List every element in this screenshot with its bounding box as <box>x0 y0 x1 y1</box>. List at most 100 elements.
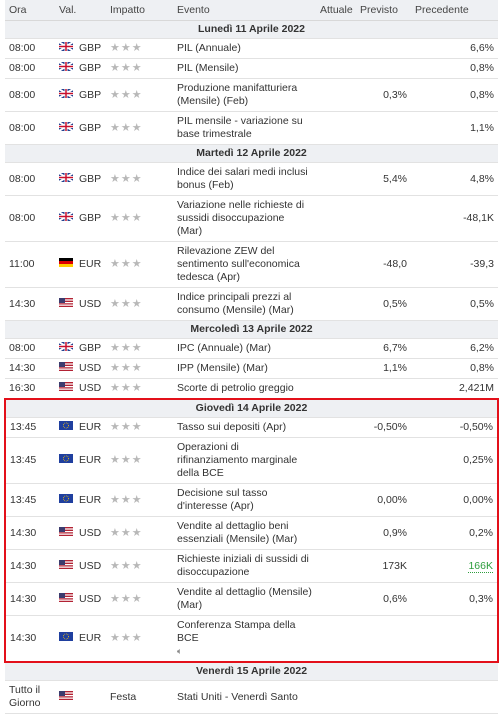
event-name: Decisione sul tasso d'interesse (Apr) <box>173 483 316 517</box>
column-header: Previsto <box>356 0 411 21</box>
event-impact: ★★★ <box>106 38 173 59</box>
event-name: Tasso sui depositi (Apr) <box>173 417 316 438</box>
event-impact: ★★★ <box>106 615 173 663</box>
event-text: Indice principali prezzi al consumo (Men… <box>177 291 294 316</box>
flag-icon <box>59 632 73 645</box>
event-currency: EUR <box>55 241 106 288</box>
currency-code: USD <box>79 382 102 394</box>
event-text: Rilevazione ZEW del sentimento sull'econ… <box>177 245 300 283</box>
calendar-table: Ora Val. Impatto Evento Attuale Previsto Prece… <box>4 0 499 714</box>
event-actual <box>316 195 356 242</box>
event-row: 14:30 USD ★★★ Indice principali prezzi al c… <box>5 287 498 321</box>
event-actual <box>316 78 356 112</box>
event-name: Produzione manifatturiera (Mensile) (Feb… <box>173 78 316 112</box>
event-previous: 0,00% <box>411 483 498 517</box>
event-impact: ★★★ <box>106 516 173 550</box>
day-title: Lunedì 11 Aprile 2022 <box>5 20 498 39</box>
event-currency: EUR <box>55 615 106 663</box>
forecast-value: 0,00% <box>377 493 407 506</box>
event-forecast: 1,1% <box>356 358 411 379</box>
event-time: 11:00 <box>5 241 55 288</box>
event-forecast <box>356 680 411 714</box>
event-row: 13:45 EUR ★★★ Operazioni di rifinanziamento… <box>5 437 498 484</box>
event-currency: EUR <box>55 417 106 438</box>
event-time: 13:45 <box>5 417 55 438</box>
day-row: Martedì 12 Aprile 2022 <box>5 144 498 163</box>
event-name: Operazioni di rifinanziamento marginale … <box>173 437 316 484</box>
event-text: IPP (Mensile) (Mar) <box>177 362 268 374</box>
day-row: Lunedì 11 Aprile 2022 <box>5 20 498 39</box>
flag-icon <box>58 341 74 355</box>
event-impact: ★★★ <box>106 338 173 359</box>
currency-code: USD <box>79 526 102 539</box>
forecast-value: 0,3% <box>383 88 407 101</box>
impact-stars: ★★★ <box>110 121 143 134</box>
event-previous: 0,5% <box>411 287 498 321</box>
event-forecast <box>356 378 411 400</box>
previous-value: 0,25% <box>463 454 493 466</box>
flag-icon <box>59 493 73 507</box>
currency-code: EUR <box>79 632 102 644</box>
event-forecast: 0,6% <box>356 582 411 616</box>
forecast-value: 173K <box>382 559 407 572</box>
currency-wrap: USD <box>59 382 101 395</box>
currency-wrap: GBP <box>58 171 101 186</box>
event-row: 08:00 GBP ★★★ Produzione manifatturiera (Me… <box>5 78 498 112</box>
event-currency: USD <box>55 582 106 616</box>
day-title: Venerdì 15 Aprile 2022 <box>5 662 498 681</box>
event-row: Tutto il Giorno Festa Stati Uniti - Venerd… <box>5 680 498 714</box>
forecast-value: 6,7% <box>383 342 407 354</box>
event-previous: 0,2% <box>411 516 498 550</box>
impact-label: Festa <box>110 690 137 703</box>
event-actual <box>316 378 356 400</box>
flag-icon <box>58 211 74 225</box>
event-row: 16:30 USD ★★★ Scorte di petrolio greggio 2,4… <box>5 378 498 400</box>
day-title: Martedì 12 Aprile 2022 <box>5 144 498 163</box>
event-name: Richieste iniziali di sussidi di disoccu… <box>173 549 316 583</box>
event-time: 14:30 <box>5 615 55 663</box>
event-name: Scorte di petrolio greggio <box>173 378 316 400</box>
currency-wrap: GBP <box>58 61 101 75</box>
currency-code: EUR <box>79 421 102 433</box>
event-time: 08:00 <box>5 111 55 145</box>
event-text: Decisione sul tasso d'interesse (Apr) <box>177 487 268 512</box>
event-row: 08:00 GBP ★★★ Variazione nelle richieste di… <box>5 195 498 242</box>
previous-value: 0,2% <box>469 526 493 539</box>
event-forecast: 0,5% <box>356 287 411 321</box>
event-time: 14:30 <box>5 287 55 321</box>
day-row: Venerdì 15 Aprile 2022 <box>5 662 498 681</box>
flag-icon <box>59 297 73 311</box>
day-title: Mercoledì 13 Aprile 2022 <box>5 320 498 339</box>
event-impact: ★★★ <box>106 58 173 79</box>
event-row: 14:30 USD ★★★ Vendite al dettaglio (Mensile… <box>5 582 498 616</box>
flag <box>59 559 73 569</box>
event-name: Rilevazione ZEW del sentimento sull'econ… <box>173 241 316 288</box>
event-currency <box>55 680 106 714</box>
event-previous: -0,50% <box>411 417 498 438</box>
event-name: PIL (Mensile) <box>173 58 316 79</box>
event-time: 08:00 <box>5 338 55 359</box>
previous-value: 166K <box>468 559 493 573</box>
event-actual <box>316 437 356 484</box>
previous-value: 0,8% <box>470 88 494 101</box>
event-actual <box>316 582 356 616</box>
event-name: Indice dei salari medi inclusi bonus (Fe… <box>173 162 316 196</box>
event-previous: 1,1% <box>411 111 498 145</box>
previous-value: 1,1% <box>470 121 494 134</box>
flag <box>58 211 74 222</box>
flag <box>59 454 73 463</box>
impact-stars: ★★★ <box>110 454 143 466</box>
audio-icon: 🔈︎ <box>177 646 183 656</box>
event-row: 08:00 GBP ★★★ PIL mensile - variazione su b… <box>5 111 498 145</box>
event-previous: -48,1K <box>411 195 498 242</box>
event-impact: ★★★ <box>106 78 173 112</box>
event-forecast <box>356 195 411 242</box>
event-currency: USD <box>55 358 106 379</box>
column-header: Val. <box>55 0 106 21</box>
event-name: Stati Uniti - Venerdì Santo <box>173 680 316 714</box>
event-row: 08:00 GBP ★★★ IPC (Annuale) (Mar) 6,7% 6,2% <box>5 338 498 359</box>
event-currency: GBP <box>55 58 106 79</box>
event-time: 08:00 <box>5 78 55 112</box>
event-actual <box>316 516 356 550</box>
flag-icon <box>59 526 73 540</box>
